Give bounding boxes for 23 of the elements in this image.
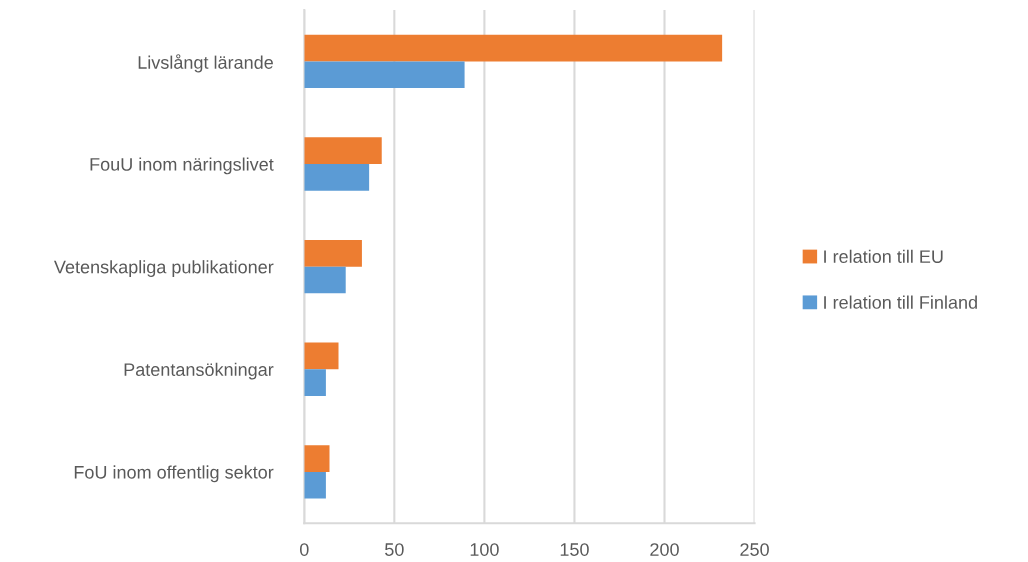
bar	[304, 61, 465, 89]
x-tick-label: 0	[299, 543, 309, 556]
bar	[304, 342, 339, 370]
bar	[304, 164, 370, 191]
x-tick-label: 100	[470, 543, 499, 556]
bar	[304, 471, 326, 499]
x-tick-label: 200	[650, 543, 679, 556]
bar	[304, 369, 326, 396]
bar	[304, 445, 330, 472]
y-tick-label: FoU inom offentlig sektor	[74, 465, 274, 483]
bar	[304, 266, 346, 294]
legend-label: I relation till Finland	[824, 295, 977, 309]
y-tick-label: Patentansökningar	[124, 362, 274, 380]
x-tick-label: 50	[385, 543, 404, 556]
y-tick-label: FouU inom näringslivet	[90, 157, 274, 175]
x-tick-label: 150	[560, 543, 589, 556]
y-tick-label: Vetenskapliga publikationer	[53, 260, 274, 277]
legend-label: I relation till EU	[824, 249, 943, 263]
bar	[304, 137, 382, 165]
bar	[304, 34, 723, 62]
y-tick-label: Livslångt lärande	[138, 54, 273, 73]
x-tick-label: 250	[740, 543, 769, 556]
bar	[304, 239, 362, 267]
